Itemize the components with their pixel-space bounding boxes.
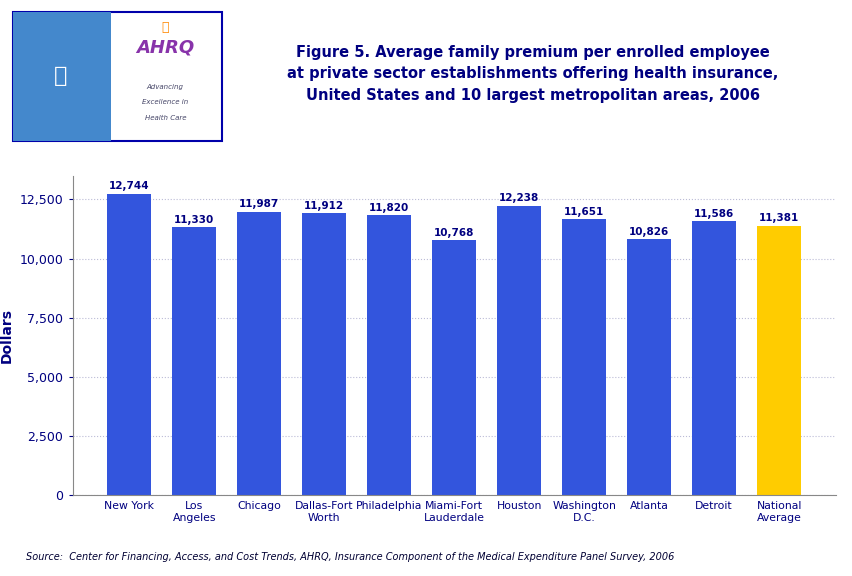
Text: Health Care: Health Care bbox=[145, 115, 186, 121]
Text: Excellence in: Excellence in bbox=[142, 99, 188, 105]
Text: 11,987: 11,987 bbox=[239, 199, 279, 209]
Bar bbox=[497, 206, 541, 495]
Bar bbox=[13, 12, 111, 141]
Text: 11,820: 11,820 bbox=[369, 203, 409, 213]
Text: 10,768: 10,768 bbox=[434, 228, 474, 238]
Text: Figure 5. Average family premium per enrolled employee
at private sector establi: Figure 5. Average family premium per enr… bbox=[287, 44, 778, 103]
Text: 11,586: 11,586 bbox=[694, 209, 734, 219]
Text: 10,826: 10,826 bbox=[628, 226, 669, 237]
Bar bbox=[302, 213, 346, 495]
Text: 🦅: 🦅 bbox=[55, 66, 67, 86]
Text: 12,238: 12,238 bbox=[498, 193, 538, 203]
Text: AHRQ: AHRQ bbox=[136, 39, 194, 57]
Bar bbox=[107, 194, 151, 495]
Bar bbox=[237, 211, 281, 495]
Bar bbox=[172, 227, 216, 495]
Bar bbox=[757, 226, 800, 495]
Bar bbox=[626, 239, 671, 495]
Text: Source:  Center for Financing, Access, and Cost Trends, AHRQ, Insurance Componen: Source: Center for Financing, Access, an… bbox=[26, 552, 673, 562]
Text: 11,651: 11,651 bbox=[563, 207, 603, 217]
Text: 12,744: 12,744 bbox=[109, 181, 149, 191]
Bar bbox=[432, 240, 475, 495]
Text: 11,330: 11,330 bbox=[174, 215, 214, 225]
Bar bbox=[691, 221, 735, 495]
Text: Advancing: Advancing bbox=[147, 84, 184, 90]
Bar bbox=[561, 219, 606, 495]
Y-axis label: Dollars: Dollars bbox=[0, 308, 14, 363]
Text: 11,381: 11,381 bbox=[758, 214, 798, 223]
Text: 11,912: 11,912 bbox=[304, 201, 344, 211]
Bar bbox=[366, 215, 411, 495]
Text: ⌒: ⌒ bbox=[161, 21, 169, 33]
